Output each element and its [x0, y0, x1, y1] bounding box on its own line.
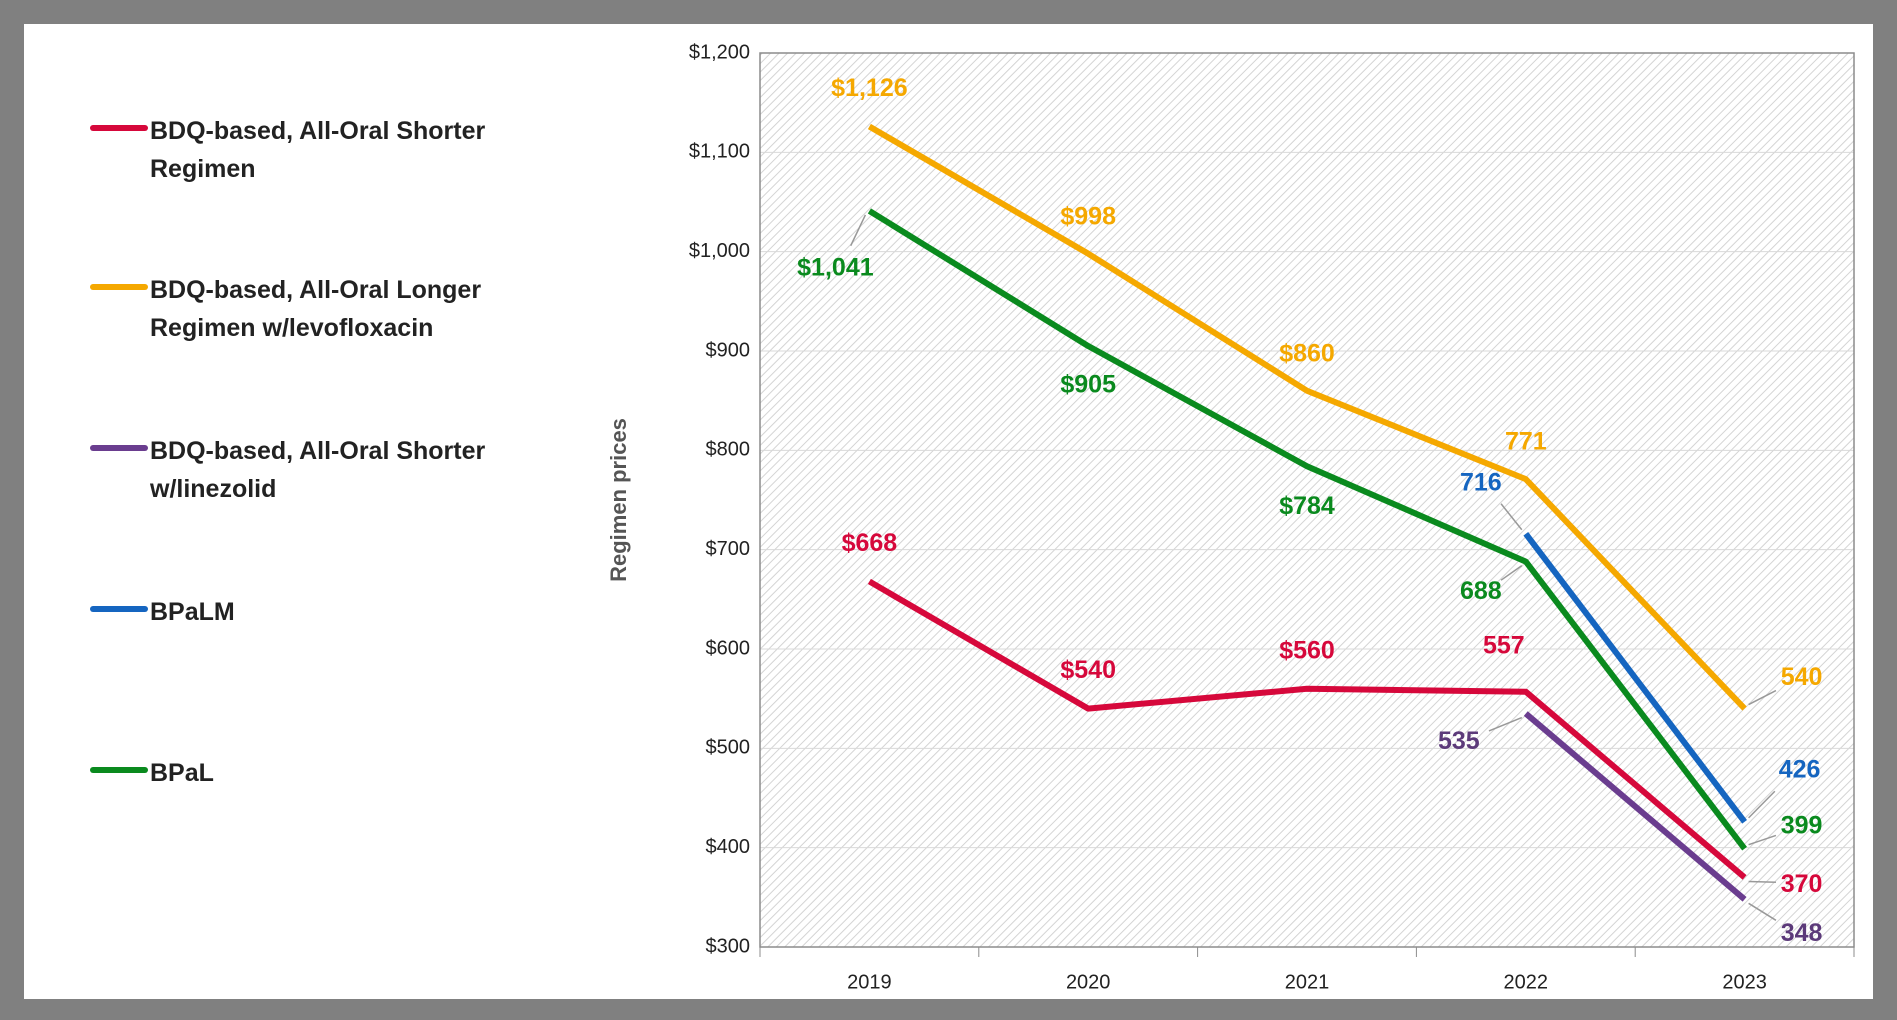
data-label: 771 [1505, 428, 1547, 456]
data-label: 535 [1438, 727, 1480, 755]
x-tick-label: 2020 [1066, 971, 1111, 993]
leader-line [1748, 834, 1777, 846]
legend-label: BDQ-based, All-Oral Shorter w/linezolid [150, 437, 486, 503]
leader-line [1488, 716, 1523, 732]
series-line [867, 208, 1747, 851]
x-tick-label: 2021 [1285, 971, 1330, 993]
data-label: 688 [1460, 577, 1502, 605]
data-label: 716 [1460, 468, 1502, 496]
y-tick-label: $1,200 [689, 41, 750, 63]
data-label: $998 [1060, 202, 1116, 230]
series-line [1523, 531, 1747, 824]
data-label: $905 [1060, 371, 1116, 399]
series-line [867, 578, 1747, 880]
data-label: 399 [1781, 811, 1823, 839]
data-label: $784 [1279, 492, 1335, 520]
series-line [1523, 711, 1747, 902]
legend-swatch [90, 606, 148, 612]
leader-line [1500, 564, 1523, 581]
data-label: 348 [1781, 919, 1823, 947]
y-axis-title: Regimen prices [606, 418, 631, 582]
y-tick-label: $1,000 [689, 240, 750, 262]
x-tick-label: 2022 [1504, 971, 1549, 993]
y-tick-label: $1,100 [689, 141, 750, 163]
data-label: 540 [1781, 663, 1823, 691]
series-line [867, 123, 1747, 711]
data-label: $560 [1279, 636, 1335, 664]
data-label: 370 [1781, 870, 1823, 898]
legend-swatch [90, 445, 148, 451]
leader-line [1748, 902, 1777, 921]
leader-line [1748, 689, 1777, 706]
data-label: 557 [1483, 631, 1525, 659]
leader-line [1748, 790, 1776, 819]
legend-label: BPaLM [150, 598, 235, 626]
data-label: $668 [842, 529, 898, 557]
y-tick-label: $400 [706, 836, 751, 858]
y-tick-label: $300 [706, 935, 751, 957]
data-label: $860 [1279, 339, 1335, 367]
legend-swatch [90, 125, 148, 131]
y-tick-label: $900 [706, 339, 751, 361]
legend-label: BPaL [150, 759, 214, 787]
data-label: $1,041 [797, 254, 874, 282]
leader-line [1500, 503, 1523, 531]
y-tick-label: $800 [706, 439, 751, 461]
data-label: $540 [1060, 656, 1116, 684]
data-label: $1,126 [831, 74, 907, 102]
y-tick-label: $600 [706, 637, 751, 659]
legend-label: BDQ-based, All-Oral Shorter Regimen [150, 117, 486, 183]
data-label: 426 [1779, 755, 1821, 783]
leader-line [850, 214, 867, 247]
x-tick-label: 2023 [1722, 971, 1767, 993]
plot-border [759, 52, 1855, 948]
y-tick-label: $700 [706, 538, 751, 560]
plot-area [760, 53, 1854, 947]
x-tick-label: 2019 [847, 971, 892, 993]
legend-swatch [90, 284, 148, 290]
legend-swatch [90, 767, 148, 773]
leader-line [1748, 880, 1776, 884]
legend-label: BDQ-based, All-Oral Longer Regimen w/lev… [150, 276, 482, 342]
y-tick-label: $500 [706, 737, 751, 759]
